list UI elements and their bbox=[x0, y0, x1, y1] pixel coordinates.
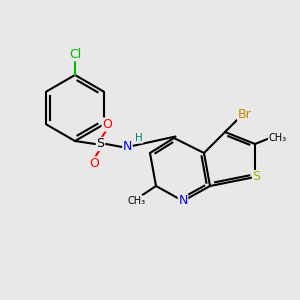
Text: N: N bbox=[178, 194, 188, 208]
Text: O: O bbox=[102, 118, 112, 131]
Text: Cl: Cl bbox=[69, 47, 81, 61]
Text: CH₃: CH₃ bbox=[128, 196, 146, 206]
Text: CH₃: CH₃ bbox=[268, 133, 286, 143]
Text: S: S bbox=[253, 170, 260, 184]
Text: H: H bbox=[135, 133, 143, 143]
Text: O: O bbox=[89, 157, 99, 170]
Text: S: S bbox=[97, 137, 104, 151]
Text: Br: Br bbox=[238, 107, 251, 121]
Text: N: N bbox=[123, 140, 132, 154]
